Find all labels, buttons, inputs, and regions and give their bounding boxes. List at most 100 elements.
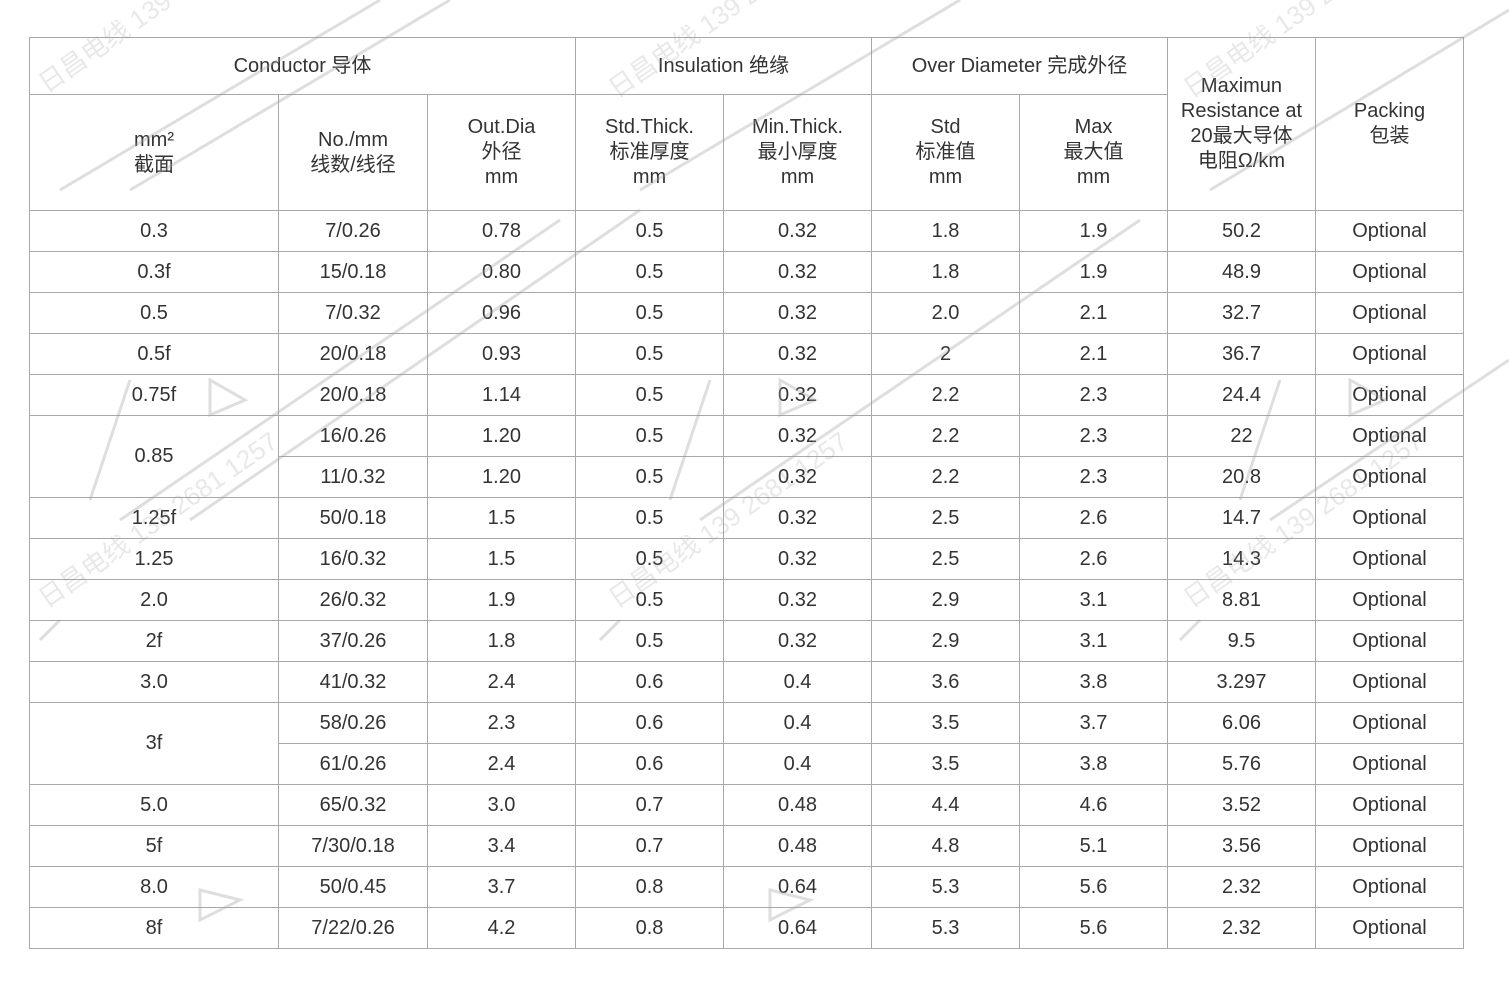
cell-resistance: 14.3 (1167, 538, 1316, 580)
cell-max: 5.1 (1019, 825, 1168, 867)
cell-std: 2.5 (871, 497, 1020, 539)
cell-resistance: 2.32 (1167, 866, 1316, 908)
cell-packing: Optional (1315, 784, 1464, 826)
cell-section: 3.0 (29, 661, 279, 703)
cell-strands: 7/30/0.18 (278, 825, 428, 867)
header-line: 20最大导体 (1190, 125, 1293, 147)
cell-packing: Optional (1315, 251, 1464, 293)
cell-strands: 16/0.32 (278, 538, 428, 580)
cell-min-thick: 0.32 (723, 333, 872, 375)
table-row: 1.25f 50/0.18 1.5 0.5 0.32 2.5 2.6 14.7 Optional (29, 497, 1464, 539)
table-row: 2f 37/0.26 1.8 0.5 0.32 2.9 3.1 9.5 Optional (29, 620, 1464, 662)
header-line: Packing (1353, 100, 1426, 122)
cell-strands: 50/0.45 (278, 866, 428, 908)
header-line: Min.Thick. (751, 116, 844, 138)
cell-strands: 11/0.32 (278, 456, 428, 498)
table-row: 0.3f 15/0.18 0.80 0.5 0.32 1.8 1.9 48.9 Optional (29, 251, 1464, 293)
cell-min-thick: 0.32 (723, 579, 872, 621)
header-line: mm (780, 166, 815, 188)
cell-std-thick: 0.5 (575, 620, 724, 662)
cell-max: 4.6 (1019, 784, 1168, 826)
cell-std: 3.6 (871, 661, 1020, 703)
cell-out-dia: 4.2 (427, 907, 576, 949)
cell-min-thick: 0.32 (723, 374, 872, 416)
cell-max: 2.6 (1019, 497, 1168, 539)
cell-std: 2 (871, 333, 1020, 375)
table-body: 0.3 7/0.26 0.78 0.5 0.32 1.8 1.9 50.2 Optional 0.… (29, 210, 1464, 949)
cell-resistance: 50.2 (1167, 210, 1316, 252)
cell-strands: 7/22/0.26 (278, 907, 428, 949)
cell-std: 3.5 (871, 743, 1020, 785)
cell-std-thick: 0.7 (575, 825, 724, 867)
cell-std-thick: 0.6 (575, 743, 724, 785)
header-line: mm (484, 166, 519, 188)
cell-packing: Optional (1315, 661, 1464, 703)
cell-max: 2.3 (1019, 374, 1168, 416)
cell-out-dia: 3.7 (427, 866, 576, 908)
table-row: 3f 58/0.26 2.3 0.6 0.4 3.5 3.7 6.06 Optional (29, 702, 1464, 785)
cell-strands: 7/0.32 (278, 292, 428, 334)
cell-resistance: 48.9 (1167, 251, 1316, 293)
cell-packing: Optional (1315, 210, 1464, 252)
cell-min-thick: 0.32 (723, 456, 872, 498)
table-row: 0.3 7/0.26 0.78 0.5 0.32 1.8 1.9 50.2 Optional (29, 210, 1464, 252)
cable-spec-table: Conductor 导体 Insulation 绝缘 Over Diameter… (29, 37, 1464, 949)
cell-std: 2.2 (871, 456, 1020, 498)
header-line: No./mm (318, 128, 388, 151)
cell-max: 2.3 (1019, 415, 1168, 457)
table-row: 5f 7/30/0.18 3.4 0.7 0.48 4.8 5.1 3.56 Optional (29, 825, 1464, 867)
cell-section: 3f (29, 702, 279, 785)
cell-max: 2.1 (1019, 333, 1168, 375)
header-line: 包装 (1369, 125, 1410, 147)
cell-packing: Optional (1315, 497, 1464, 539)
cell-resistance: 22 (1167, 415, 1316, 457)
cell-out-dia: 2.3 (427, 702, 576, 744)
header-max: Max 最大值 mm (1019, 94, 1168, 211)
cell-out-dia: 1.5 (427, 538, 576, 580)
cell-resistance: 24.4 (1167, 374, 1316, 416)
cell-std: 4.4 (871, 784, 1020, 826)
cell-section: 0.75f (29, 374, 279, 416)
table-row: 3.0 41/0.32 2.4 0.6 0.4 3.6 3.8 3.297 Optional (29, 661, 1464, 703)
cell-std-thick: 0.6 (575, 661, 724, 703)
cell-min-thick: 0.4 (723, 702, 872, 744)
cell-section: 0.3 (29, 210, 279, 252)
cell-max: 1.9 (1019, 251, 1168, 293)
cell-out-dia: 1.9 (427, 579, 576, 621)
table-row: 0.5f 20/0.18 0.93 0.5 0.32 2 2.1 36.7 Optional (29, 333, 1464, 375)
cell-max: 2.1 (1019, 292, 1168, 334)
cell-std-thick: 0.5 (575, 210, 724, 252)
cell-packing: Optional (1315, 456, 1464, 498)
cell-out-dia: 3.4 (427, 825, 576, 867)
table-row: 0.75f 20/0.18 1.14 0.5 0.32 2.2 2.3 24.4 Optiona… (29, 374, 1464, 416)
cell-std-thick: 0.5 (575, 456, 724, 498)
cell-strands: 7/0.26 (278, 210, 428, 252)
cell-out-dia: 1.14 (427, 374, 576, 416)
cell-packing: Optional (1315, 538, 1464, 580)
cell-out-dia: 1.20 (427, 456, 576, 498)
header-resistance: Maximun Resistance at 20最大导体 电阻Ω/km (1167, 37, 1316, 211)
header-line: Std (930, 116, 961, 138)
cell-section: 8.0 (29, 866, 279, 908)
cell-resistance: 3.297 (1167, 661, 1316, 703)
cell-packing: Optional (1315, 579, 1464, 621)
cell-section: 1.25 (29, 538, 279, 580)
header-line: Max (1074, 116, 1113, 138)
cell-packing: Optional (1315, 825, 1464, 867)
cell-section: 0.85 (29, 415, 279, 498)
cell-resistance: 5.76 (1167, 743, 1316, 785)
cell-min-thick: 0.48 (723, 784, 872, 826)
cell-min-thick: 0.32 (723, 210, 872, 252)
cell-max: 3.8 (1019, 743, 1168, 785)
cell-out-dia: 0.80 (427, 251, 576, 293)
cell-max: 2.6 (1019, 538, 1168, 580)
header-line: Maximun (1200, 75, 1283, 97)
header-line: 截面 (134, 153, 174, 176)
header-line: 最大值 (1063, 141, 1124, 163)
header-line: 电阻Ω/km (1197, 150, 1286, 172)
cell-packing: Optional (1315, 702, 1464, 744)
cell-std: 5.3 (871, 866, 1020, 908)
cell-std-thick: 0.6 (575, 702, 724, 744)
cell-out-dia: 1.20 (427, 415, 576, 457)
cell-packing: Optional (1315, 743, 1464, 785)
